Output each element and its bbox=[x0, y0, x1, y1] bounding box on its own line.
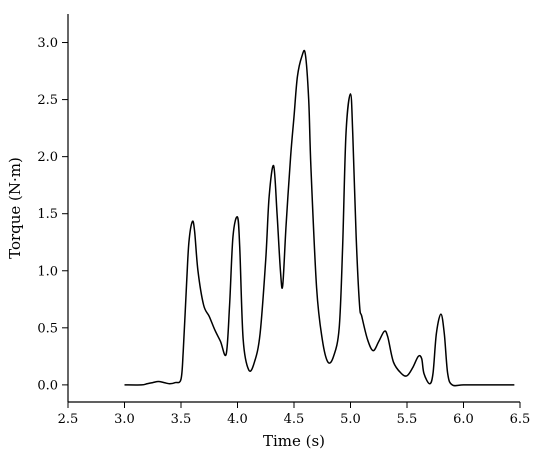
torque-series-line bbox=[124, 49, 515, 387]
x-tick-label: 2.5 bbox=[58, 412, 79, 427]
axes bbox=[67, 14, 520, 403]
x-axis-title: Time (s) bbox=[263, 432, 325, 450]
x-tick-label: 3.5 bbox=[171, 412, 192, 427]
x-tick-label: 4.0 bbox=[227, 412, 248, 427]
x-tick-label: 6.0 bbox=[453, 412, 474, 427]
x-tick-label: 3.0 bbox=[114, 412, 135, 427]
y-tick-label: 0.0 bbox=[37, 378, 58, 393]
y-axis-title: Torque (N·m) bbox=[6, 157, 24, 259]
y-tick-label: 1.0 bbox=[37, 264, 58, 279]
y-tick-label: 2.0 bbox=[37, 150, 58, 165]
y-ticks: 0.0 0.5 1.0 1.5 2.0 2.5 3.0 bbox=[37, 36, 68, 393]
y-tick-label: 1.5 bbox=[37, 207, 58, 222]
x-tick-label: 5.0 bbox=[340, 412, 361, 427]
y-tick-label: 3.0 bbox=[37, 36, 58, 51]
x-tick-label: 4.5 bbox=[284, 412, 305, 427]
x-ticks: 2.5 3.0 3.5 4.0 4.5 5.0 5.5 6.0 6.5 bbox=[58, 402, 531, 427]
series-layer bbox=[124, 49, 515, 387]
y-tick-label: 2.5 bbox=[37, 93, 58, 108]
x-tick-label: 6.5 bbox=[510, 412, 531, 427]
x-tick-label: 5.5 bbox=[397, 412, 418, 427]
y-tick-label: 0.5 bbox=[37, 321, 58, 336]
